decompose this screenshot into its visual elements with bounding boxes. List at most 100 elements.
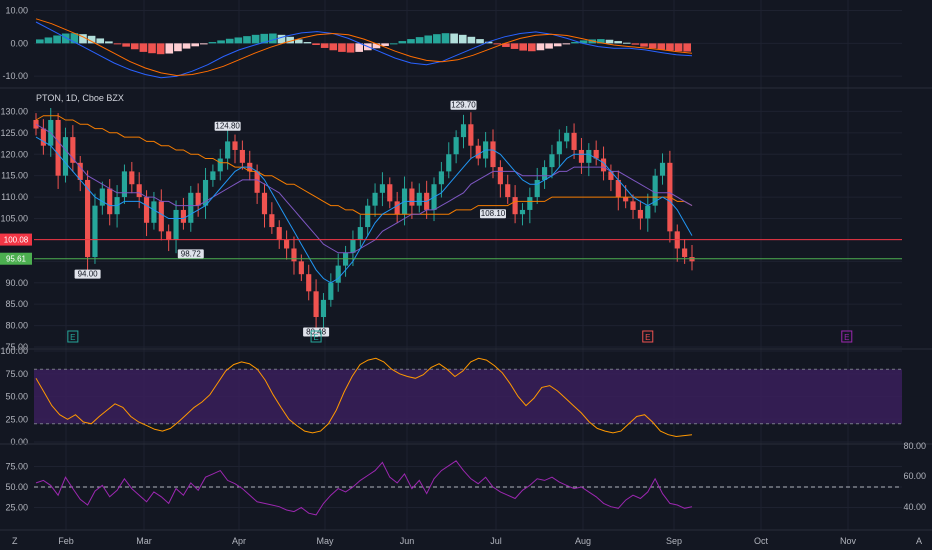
price-candle[interactable] [33,119,39,129]
rsi-right-tick-label[interactable]: 60.00 [903,471,926,481]
price-candle[interactable] [490,141,496,168]
price-candle[interactable] [151,201,157,223]
price-candle[interactable] [254,171,260,193]
stochastic-pane[interactable]: 100.00 75.00 50.00 25.00 0.00 [0,346,902,447]
price-candle[interactable] [645,205,651,219]
price-candle[interactable] [556,141,562,155]
price-candle[interactable] [416,192,422,206]
price-candle[interactable] [143,197,150,223]
x-tick-label[interactable]: Aug [575,536,591,546]
price-candle[interactable] [519,209,526,215]
y-tick-label[interactable]: 110.00 [1,192,28,202]
y-tick-label[interactable]: 90.00 [5,278,28,288]
macd-pane[interactable]: 10.00 0.00 -10.00 [2,6,693,82]
price-candle[interactable] [615,179,621,198]
x-tick-label[interactable]: Mar [136,536,152,546]
price-candle[interactable] [129,171,135,185]
price-candle[interactable] [232,141,238,150]
price-candle[interactable] [652,175,658,206]
price-candle[interactable] [637,209,643,219]
price-candle[interactable] [600,158,607,172]
price-candle[interactable] [276,227,282,240]
price-candle[interactable] [291,248,297,262]
price-candle[interactable] [564,132,570,142]
price-candle[interactable] [372,192,378,206]
x-tick-label[interactable]: Sep [666,536,682,546]
price-candle[interactable] [328,282,334,300]
earnings-marker[interactable] [67,330,79,343]
price-candle[interactable] [269,214,275,228]
y-tick-label[interactable]: 0.00 [10,38,28,48]
price-candle[interactable] [534,179,540,198]
price-candle[interactable] [453,137,459,155]
price-candle[interactable] [121,171,128,198]
y-tick-label[interactable]: 75.00 [5,369,28,379]
price-candle[interactable] [92,205,98,258]
x-tick-label[interactable]: May [316,536,334,546]
last-price-badge-red[interactable] [0,233,32,246]
price-candle[interactable] [357,227,363,240]
price-candle[interactable] [202,179,209,206]
price-candle[interactable] [99,188,105,206]
price-candle[interactable] [659,162,666,176]
price-candle[interactable] [85,179,91,258]
price-candle[interactable] [217,158,223,172]
price-candle[interactable] [475,145,481,159]
price-candle[interactable] [505,184,511,198]
price-candle[interactable] [623,197,629,202]
y-tick-label[interactable]: 75.00 [5,462,28,472]
y-tick-label[interactable]: 10.00 [5,6,28,16]
corner-label-right[interactable]: A [916,536,922,546]
price-candle[interactable] [62,137,69,176]
x-tick-label[interactable]: Jul [490,536,502,546]
earnings-marker[interactable] [841,330,853,343]
y-tick-label[interactable]: 130.00 [0,106,28,116]
y-tick-label[interactable]: 100.00 [0,346,28,356]
price-candle[interactable] [578,149,585,163]
price-candle[interactable] [320,299,327,318]
price-candle[interactable] [306,274,312,292]
x-tick-label[interactable]: Jun [400,536,415,546]
y-tick-label[interactable]: 50.00 [5,482,28,492]
price-candle[interactable] [166,231,172,240]
price-candle[interactable] [70,137,76,163]
price-candle[interactable] [460,124,467,138]
price-candle[interactable] [313,291,319,318]
x-axis[interactable]: Feb Mar Apr May Jun Jul Aug Sep Oct Nov [58,536,856,546]
price-candle[interactable] [107,188,113,215]
price-candle[interactable] [497,167,503,185]
y-tick-label[interactable]: 115.00 [1,171,28,181]
rsi-right-tick-label[interactable]: 80.00 [903,441,926,451]
x-tick-label[interactable]: Apr [232,536,246,546]
price-candle[interactable] [180,209,186,223]
price-candle[interactable] [468,124,474,146]
y-tick-label[interactable]: 125.00 [0,128,28,138]
price-candle[interactable] [350,239,356,253]
y-tick-label[interactable]: 75.00 [5,342,28,352]
price-candle[interactable] [188,192,194,223]
price-candle[interactable] [195,192,201,206]
price-candle[interactable] [446,154,452,172]
last-price-badge-green[interactable] [0,252,32,265]
price-candle[interactable] [593,149,599,159]
price-candle[interactable] [284,239,290,249]
price-candle[interactable] [682,248,688,258]
y-tick-label[interactable]: 50.00 [5,392,28,402]
y-tick-label[interactable]: 120.00 [0,149,28,159]
price-candle[interactable] [298,261,304,275]
price-candle[interactable] [549,154,555,168]
price-candle[interactable] [40,128,46,146]
x-tick-label[interactable]: Feb [58,536,74,546]
price-candle[interactable] [409,188,415,206]
x-tick-label[interactable]: Oct [754,536,769,546]
price-candle[interactable] [608,171,614,180]
price-candle[interactable] [239,149,245,163]
price-candle[interactable] [335,265,341,283]
price-candle[interactable] [387,184,393,202]
price-candle[interactable] [77,162,83,180]
price-candle[interactable] [173,209,179,240]
y-tick-label[interactable]: 105.00 [0,214,28,224]
price-candle[interactable] [586,149,592,163]
price-candle[interactable] [512,197,518,215]
price-candle[interactable] [261,192,268,215]
